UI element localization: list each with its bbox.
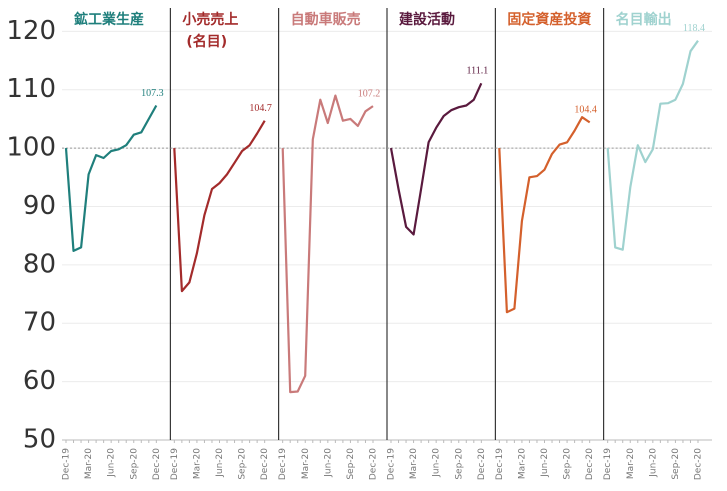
data-label: 118.4 (683, 23, 705, 34)
x-tick-label: Dec-20 (260, 448, 270, 480)
panel-title: 固定資産投資 (507, 11, 591, 28)
x-tick-label: Sep-20 (238, 448, 248, 480)
panel-title: 鉱工業生産 (74, 11, 144, 28)
line-series (173, 120, 266, 293)
x-tick-label: Dec-20 (477, 448, 487, 480)
y-tick-label: 70 (23, 308, 56, 338)
x-tick-label: Mar-20 (84, 448, 94, 479)
panel-title: 小売売上 (182, 11, 238, 28)
x-tick-label: Jun-20 (107, 448, 117, 478)
x-tick-label: Jun-20 (215, 448, 225, 478)
x-tick-label: Dec-20 (152, 448, 162, 480)
x-tick-label: Sep-20 (346, 448, 356, 480)
panel-title: 自動車販売 (291, 11, 361, 28)
x-tick-label: Mar-20 (517, 448, 527, 479)
y-tick-label: 100 (6, 133, 56, 163)
x-tick-label: Sep-20 (563, 448, 573, 480)
x-tick-label: Dec-20 (369, 448, 379, 480)
x-tick-label: Jun-20 (432, 448, 442, 478)
x-tick-label: Mar-20 (409, 448, 419, 479)
line-series (64, 104, 158, 252)
x-tick-label: Mar-20 (626, 448, 636, 479)
data-label: 107.2 (358, 88, 381, 99)
line-series (498, 116, 591, 314)
x-tick-label: Dec-19 (495, 448, 505, 480)
line-series (606, 40, 699, 251)
x-tick-label: Sep-20 (454, 448, 464, 480)
x-tick-label: Mar-20 (192, 448, 202, 479)
y-tick-label: 90 (23, 191, 56, 221)
y-tick-label: 110 (6, 74, 56, 104)
panel-subtitle: (名目) (186, 33, 227, 50)
data-label: 104.4 (574, 105, 597, 116)
data-label: 111.1 (466, 66, 488, 77)
x-tick-label: Dec-20 (694, 448, 704, 480)
y-tick-label: 80 (23, 249, 56, 279)
line-series (389, 82, 483, 236)
y-tick-label: 60 (23, 366, 56, 396)
x-tick-label: Jun-20 (648, 448, 658, 478)
data-label: 107.3 (141, 88, 164, 99)
panel-title: 名目輸出 (616, 11, 672, 28)
x-tick-label: Dec-19 (387, 448, 397, 480)
x-tick-label: Mar-20 (301, 448, 311, 479)
x-tick-label: Sep-20 (671, 448, 681, 480)
line-series (281, 94, 374, 394)
x-tick-label: Dec-19 (62, 448, 72, 480)
x-tick-label: Jun-20 (540, 448, 550, 478)
y-tick-label: 50 (23, 425, 56, 455)
x-tick-label: Dec-19 (170, 448, 180, 480)
x-tick-label: Dec-20 (585, 448, 595, 480)
x-tick-label: Dec-19 (603, 448, 613, 480)
y-tick-label: 120 (6, 16, 56, 46)
x-tick-label: Dec-19 (278, 448, 288, 480)
x-tick-label: Jun-20 (323, 448, 333, 478)
data-label: 104.7 (249, 103, 272, 114)
panel-title: 建設活動 (399, 11, 455, 28)
x-tick-label: Sep-20 (129, 448, 139, 480)
